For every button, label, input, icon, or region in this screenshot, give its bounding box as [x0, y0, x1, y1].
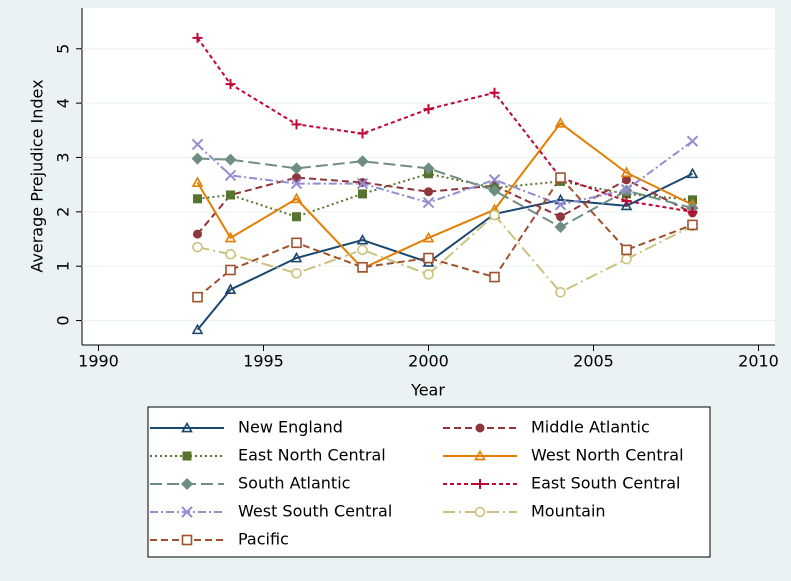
- y-tick-label: 1: [54, 261, 73, 271]
- marker: [554, 221, 567, 234]
- marker: [181, 478, 193, 490]
- marker: [423, 252, 434, 264]
- marker: [555, 172, 566, 183]
- y-tick-label: 0: [54, 315, 73, 325]
- marker: [422, 162, 435, 175]
- marker: [191, 176, 204, 187]
- x-tick-label: 2010: [738, 352, 779, 371]
- marker: [224, 169, 237, 182]
- marker: [687, 206, 698, 217]
- marker: [193, 194, 202, 204]
- marker: [489, 209, 500, 221]
- marker: [357, 244, 368, 256]
- marker: [225, 79, 236, 90]
- legend-box: [147, 406, 711, 558]
- marker: [192, 291, 203, 303]
- legend-label: New England: [238, 418, 343, 437]
- marker: [621, 253, 632, 265]
- marker: [554, 117, 567, 128]
- x-tick-label: 1990: [78, 352, 119, 371]
- marker: [556, 212, 565, 222]
- marker: [620, 199, 633, 211]
- marker: [181, 421, 193, 433]
- marker: [290, 251, 303, 263]
- marker: [191, 152, 204, 165]
- marker: [488, 184, 501, 197]
- marker: [225, 248, 236, 260]
- series-line: [196, 121, 693, 270]
- y-tick-label: 5: [54, 44, 73, 54]
- marker: [290, 192, 303, 204]
- marker: [423, 269, 434, 280]
- series-line: [196, 176, 693, 235]
- legend-label: Mountain: [531, 502, 606, 521]
- marker: [191, 323, 204, 335]
- marker: [620, 183, 633, 196]
- marker: [554, 199, 567, 211]
- marker: [621, 244, 632, 256]
- marker: [488, 174, 501, 186]
- marker: [182, 451, 192, 461]
- marker: [622, 175, 631, 185]
- marker: [356, 155, 369, 168]
- marker: [422, 231, 435, 243]
- marker: [292, 212, 301, 222]
- y-axis-title: Average Prejudice Index: [28, 79, 47, 272]
- marker: [291, 237, 302, 249]
- marker: [181, 534, 193, 546]
- legend-label: East North Central: [238, 446, 386, 465]
- marker: [474, 449, 486, 461]
- x-tick-label: 2000: [408, 352, 449, 371]
- marker: [475, 423, 485, 433]
- legend-label: South Atlantic: [238, 474, 350, 493]
- x-tick-label: 2005: [573, 352, 614, 371]
- marker: [292, 173, 301, 183]
- y-tick-label: 2: [54, 207, 73, 217]
- x-tick-label: 1995: [243, 352, 284, 371]
- marker: [181, 506, 193, 518]
- marker: [290, 162, 303, 175]
- y-tick-label: 3: [54, 152, 73, 162]
- legend-label: West North Central: [531, 446, 684, 465]
- marker: [621, 195, 632, 206]
- marker: [489, 87, 500, 98]
- marker: [226, 190, 235, 200]
- marker: [422, 196, 435, 209]
- legend-label: Middle Atlantic: [531, 418, 650, 437]
- marker: [356, 233, 369, 245]
- marker: [620, 166, 633, 178]
- marker: [423, 104, 434, 115]
- marker: [474, 506, 486, 518]
- marker: [290, 177, 303, 190]
- marker: [224, 283, 237, 294]
- marker: [555, 286, 566, 298]
- legend-label: Pacific: [238, 530, 289, 549]
- marker: [357, 128, 368, 139]
- series-line: [196, 175, 693, 298]
- marker: [291, 119, 302, 130]
- marker: [192, 32, 203, 43]
- legend-label: East South Central: [531, 474, 680, 493]
- marker: [686, 167, 699, 179]
- marker: [291, 267, 302, 279]
- marker: [475, 479, 485, 489]
- marker: [424, 187, 433, 197]
- marker: [356, 177, 369, 190]
- marker: [686, 135, 699, 147]
- marker: [193, 229, 202, 239]
- marker: [192, 241, 203, 253]
- marker: [224, 231, 237, 243]
- marker: [489, 271, 500, 283]
- marker: [225, 264, 236, 276]
- series-line: [196, 37, 693, 213]
- x-axis-title: Year: [410, 381, 445, 400]
- marker: [357, 261, 368, 273]
- y-tick-label: 4: [54, 98, 73, 108]
- marker: [191, 138, 204, 151]
- marker: [687, 219, 698, 231]
- marker: [358, 189, 367, 199]
- marker: [224, 153, 237, 166]
- legend-label: West South Central: [238, 502, 392, 521]
